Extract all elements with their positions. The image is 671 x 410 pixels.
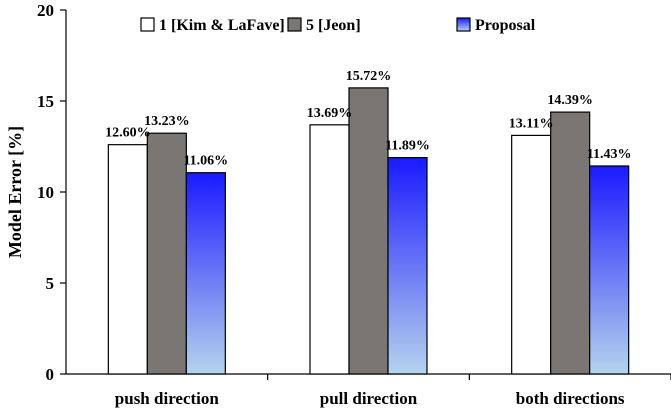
y-tick-label: 10 xyxy=(37,183,54,202)
x-tick-label: both directions xyxy=(516,389,625,408)
data-label: 11.89% xyxy=(385,139,430,154)
bar-push-direction-series-2 xyxy=(185,172,226,375)
legend-swatch xyxy=(140,17,155,32)
data-label: 11.43% xyxy=(587,147,632,162)
legend-label: 1 [Kim & LaFave] xyxy=(159,17,285,34)
bar-pull-direction-series-2 xyxy=(387,157,428,375)
bar-push-direction-series-0 xyxy=(107,144,148,375)
y-tick-label: 15 xyxy=(37,92,54,111)
bar-both-directions-series-2 xyxy=(589,165,630,375)
data-label: 12.60% xyxy=(105,126,151,141)
legend-label: 5 [Jeon] xyxy=(306,17,361,34)
data-label: 14.39% xyxy=(547,93,593,108)
x-tick-label: pull direction xyxy=(320,389,418,408)
legend-swatch xyxy=(287,17,302,32)
y-tick-label: 20 xyxy=(37,1,54,20)
data-label: 13.23% xyxy=(144,114,190,129)
bar-both-directions-series-0 xyxy=(511,134,552,375)
legend-swatch xyxy=(456,17,471,32)
bar-pull-direction-series-1 xyxy=(348,87,389,375)
y-tick-label: 0 xyxy=(46,365,55,384)
y-tick-label: 5 xyxy=(46,274,55,293)
data-label: 11.06% xyxy=(183,154,228,169)
data-label: 13.11% xyxy=(509,116,554,131)
legend-label: Proposal xyxy=(475,17,536,34)
x-tick-label: push direction xyxy=(115,389,220,408)
bars-layer xyxy=(107,87,630,375)
bar-both-directions-series-1 xyxy=(550,111,591,375)
bar-push-direction-series-1 xyxy=(146,132,187,375)
data-label: 15.72% xyxy=(346,69,392,84)
data-label: 13.69% xyxy=(307,106,353,121)
y-axis-title: Model Error [%] xyxy=(5,126,25,258)
bar-pull-direction-series-0 xyxy=(309,124,350,375)
labels-layer: 12.60%13.23% 11.06% push direction 13.69% 15… xyxy=(105,69,631,408)
legend: 1 [Kim & LaFave] 5 [Jeon] Proposal xyxy=(140,17,536,34)
